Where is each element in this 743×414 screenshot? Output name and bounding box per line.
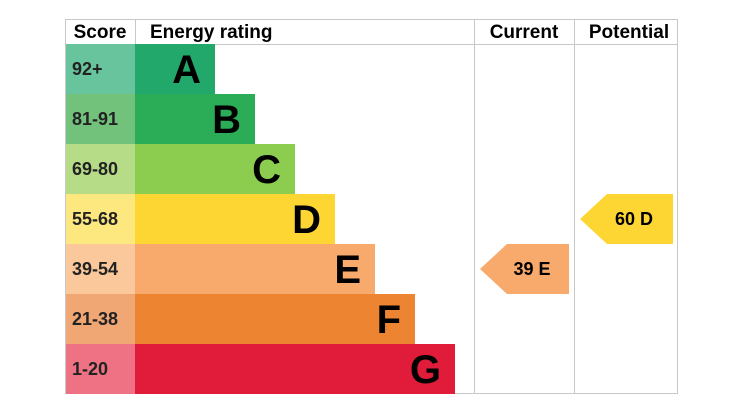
score-cell — [66, 194, 135, 244]
score-label: 92+ — [72, 59, 103, 79]
band-g: 1-20 G — [66, 344, 455, 394]
score-cell — [66, 144, 135, 194]
rating-bar — [135, 344, 455, 394]
rating-bar — [135, 44, 215, 94]
band-c: 69-80 C — [66, 144, 295, 194]
score-cell — [66, 344, 135, 394]
score-label: 81-91 — [72, 109, 118, 129]
band-letter: F — [377, 298, 401, 342]
header-current: Current — [490, 22, 559, 43]
band-b: 81-91 B — [66, 94, 255, 144]
band-letter: B — [212, 98, 241, 142]
rating-bar — [135, 294, 415, 344]
score-cell — [66, 44, 135, 94]
score-cell — [66, 94, 135, 144]
score-cell — [66, 244, 135, 294]
band-letter: C — [252, 148, 281, 192]
band-d: 55-68 D — [66, 194, 335, 244]
band-letter: G — [410, 348, 441, 392]
band-a: 92+ A — [66, 44, 215, 94]
score-label: 55-68 — [72, 209, 118, 229]
score-label: 39-54 — [72, 259, 118, 279]
rating-bar — [135, 194, 335, 244]
rating-bar — [135, 244, 375, 294]
band-letter: D — [292, 198, 321, 242]
header-score: Score — [74, 22, 127, 43]
potential-rating-arrow-shape — [580, 194, 673, 244]
band-f: 21-38 F — [66, 294, 415, 344]
score-label: 69-80 — [72, 159, 118, 179]
band-letter: E — [334, 248, 361, 292]
current-rating-arrow-label: 39 E — [513, 259, 550, 279]
score-cell — [66, 294, 135, 344]
band-e: 39-54 E — [66, 244, 375, 294]
band-letter: A — [172, 48, 201, 92]
header-potential: Potential — [589, 22, 669, 43]
score-label: 21-38 — [72, 309, 118, 329]
score-label: 1-20 — [72, 359, 108, 379]
header-energy-rating: Energy rating — [150, 22, 272, 43]
potential-rating-arrow-label: 60 D — [615, 209, 653, 229]
rating-bar — [135, 144, 295, 194]
rating-bar — [135, 94, 255, 144]
current-rating-arrow-shape — [480, 244, 569, 294]
potential-rating-arrow: 60 D — [580, 194, 673, 244]
current-rating-arrow: 39 E — [480, 244, 569, 294]
